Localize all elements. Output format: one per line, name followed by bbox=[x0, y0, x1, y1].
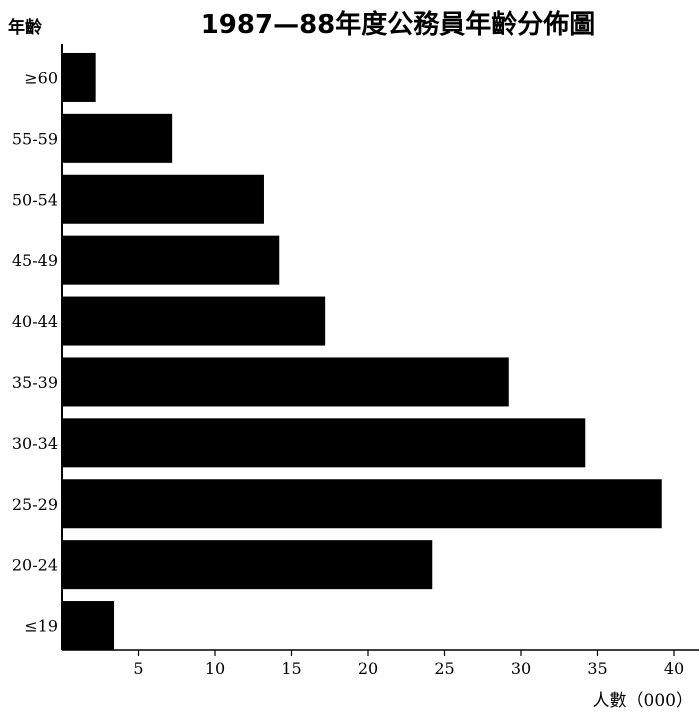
category-label: 20-24 bbox=[12, 556, 58, 575]
y-axis-label: 年齡 bbox=[8, 17, 42, 38]
bar bbox=[62, 479, 662, 529]
category-label: 30-34 bbox=[12, 434, 58, 453]
bar bbox=[62, 113, 173, 163]
bar bbox=[62, 357, 509, 407]
x-tick-label: 35 bbox=[587, 659, 607, 678]
category-label: ≥60 bbox=[24, 68, 58, 87]
x-axis-label: 人數（000） bbox=[593, 691, 693, 711]
bar bbox=[62, 601, 115, 651]
category-label: 40-44 bbox=[12, 312, 58, 331]
bar bbox=[62, 296, 326, 346]
bar bbox=[62, 52, 96, 102]
x-tick-label: 5 bbox=[133, 659, 143, 678]
x-tick-label: 30 bbox=[511, 659, 531, 678]
bar bbox=[62, 418, 586, 468]
category-label: 25-29 bbox=[12, 495, 58, 514]
x-tick-label: 15 bbox=[281, 659, 301, 678]
chart-title: 1987—88年度公務員年齡分佈圖 bbox=[201, 9, 596, 40]
bar bbox=[62, 174, 264, 224]
category-label: 55-59 bbox=[12, 129, 58, 148]
x-tick-label: 10 bbox=[205, 659, 225, 678]
bar bbox=[62, 540, 433, 590]
category-label: ≤19 bbox=[24, 617, 58, 636]
category-labels: ≥60 55-59 50-54 45-49 40-44 35-39 30-34 25-29 20… bbox=[12, 68, 58, 635]
bar bbox=[62, 235, 280, 285]
x-tick-label: 25 bbox=[434, 659, 454, 678]
bars-group bbox=[62, 52, 662, 651]
x-tick-label: 20 bbox=[358, 659, 378, 678]
category-label: 50-54 bbox=[12, 190, 58, 209]
x-ticks: 5 10 15 20 25 30 35 40 bbox=[133, 650, 684, 678]
category-label: 35-39 bbox=[12, 373, 58, 392]
category-label: 45-49 bbox=[12, 251, 58, 270]
x-tick-label: 40 bbox=[664, 659, 684, 678]
